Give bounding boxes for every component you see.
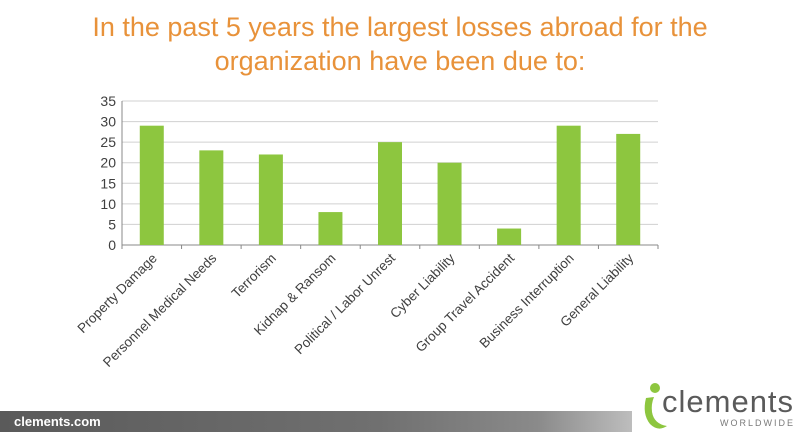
footer-url[interactable]: clements.com: [14, 414, 101, 429]
chart-title-line-2: organization have been due to:: [214, 46, 586, 76]
bar: [437, 162, 462, 245]
y-tick-label: 5: [108, 216, 116, 232]
clements-logo: clements WORLDWIDE: [640, 380, 793, 432]
person-swoosh-icon: [644, 383, 667, 429]
x-tick-label: Personnel Medical Needs: [100, 250, 220, 370]
y-tick-label: 20: [100, 155, 116, 171]
y-tick-label: 25: [100, 134, 116, 150]
y-tick-label: 30: [100, 114, 116, 130]
x-tick-label: Group Travel Accident: [413, 250, 518, 355]
footer-bar: [0, 411, 632, 432]
x-tick-label: Terrorism: [229, 251, 279, 301]
x-tick-label: Political / Labor Unrest: [291, 250, 398, 357]
logo-subtitle: WORLDWIDE: [720, 418, 795, 428]
bar: [318, 212, 343, 245]
y-tick-label: 0: [108, 237, 116, 253]
y-tick-label: 35: [100, 93, 116, 109]
chart-title-line-1: In the past 5 years the largest losses a…: [92, 12, 708, 42]
bar: [139, 125, 164, 245]
bar: [199, 150, 224, 245]
bar: [258, 154, 283, 245]
y-tick-label: 10: [100, 196, 116, 212]
bar: [497, 228, 522, 245]
bar: [616, 133, 641, 245]
bar: [378, 142, 402, 245]
logo-wordmark: clements: [662, 384, 795, 419]
chart-title: In the past 5 years the largest losses a…: [0, 10, 800, 78]
bar: [556, 125, 581, 245]
y-tick-label: 15: [100, 175, 116, 191]
